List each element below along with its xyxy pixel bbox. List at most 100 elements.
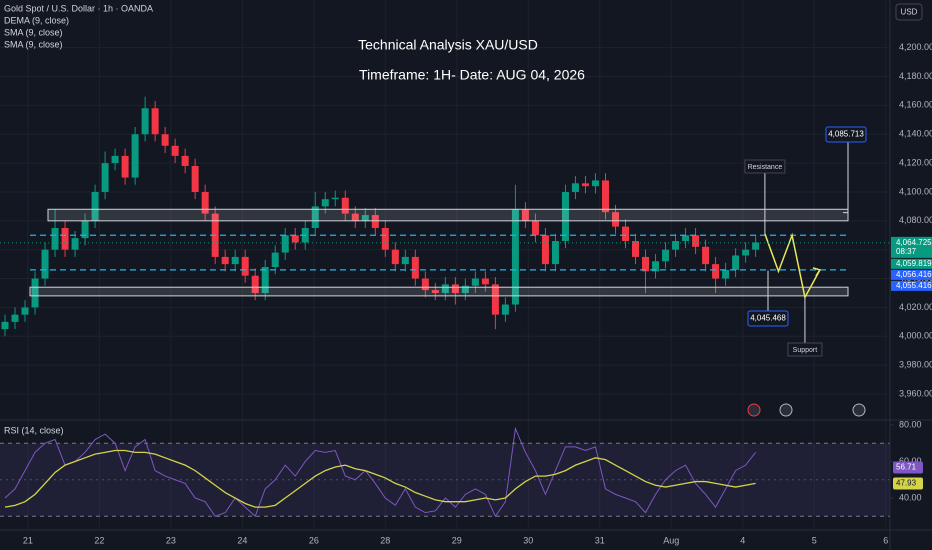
currency[interactable]: USD [901, 8, 918, 17]
chart-subtitle: Timeframe: 1H- Date: AUG 04, 2026 [359, 67, 585, 83]
x-tick-label: 29 [452, 535, 462, 545]
y-tick-label: 4,080.000 [899, 215, 932, 225]
projection-path [764, 232, 821, 300]
price-callout: 4,045.468 [750, 314, 786, 323]
resistance-label: Resistance [748, 164, 783, 171]
x-tick-label: 31 [595, 535, 605, 545]
y-tick-label: 4,100.000 [899, 186, 932, 196]
candle-body [692, 235, 700, 247]
candle-body [11, 314, 19, 322]
y-tick-label: 80.00 [899, 419, 922, 429]
candle-body [121, 155, 129, 178]
callout-box [825, 126, 867, 143]
x-tick-label: 24 [237, 535, 247, 545]
candle-body [561, 191, 569, 242]
candle-body [91, 191, 99, 221]
last-price-tag [891, 236, 932, 258]
rsi-title: RSI (14, close) [4, 425, 64, 435]
candle-body [662, 249, 670, 262]
candle-body [161, 134, 169, 146]
rsi-value-tag [893, 477, 923, 490]
candle-body [521, 209, 529, 221]
candle-body [61, 228, 69, 250]
candle-body [531, 220, 539, 236]
candle-body [81, 220, 89, 239]
candle-body [682, 235, 690, 242]
y-tick-label: 4,000.000 [899, 331, 932, 341]
candle-body [391, 249, 399, 265]
candle-body [451, 284, 459, 293]
rsi-line [4, 426, 757, 518]
candle-body [141, 108, 149, 135]
candle-body [401, 256, 409, 265]
y-tick-label: 60.00 [899, 456, 922, 466]
countdown: 08:37 [896, 247, 917, 256]
chart-title: Technical Analysis XAU/USD [358, 37, 538, 53]
candle-body [481, 278, 489, 285]
x-tick-label: 30 [523, 535, 533, 545]
indicator: SMA (9, close) [4, 39, 63, 49]
candle-body [101, 163, 109, 192]
candle-body [231, 256, 239, 265]
candle-body [712, 264, 720, 279]
candle-body [591, 180, 599, 187]
candle-body [601, 180, 609, 213]
price-panel: Resistance Support 4,085.713 4,045.468 [0, 96, 890, 357]
candle-body [331, 197, 339, 200]
candle-body [642, 256, 650, 272]
candle-body [541, 235, 549, 265]
currency-box[interactable] [895, 3, 923, 21]
candle-body [221, 256, 229, 265]
candle-body [311, 206, 319, 229]
rsi-value-label: 47.93 [896, 479, 917, 488]
price-tag-label: 4,056.416 [896, 270, 932, 279]
price-tag [891, 280, 932, 291]
candle-body [471, 278, 479, 286]
rsi-line [4, 449, 756, 508]
rsi-value-tag [893, 461, 923, 474]
candle-body [191, 165, 199, 192]
candle-body [632, 241, 640, 257]
x-tick-label: 6 [883, 535, 888, 545]
candle-body [581, 183, 589, 187]
event-icon[interactable] [852, 403, 866, 417]
x-tick-label: 28 [380, 535, 390, 545]
price-tag-label: 4,059.819 [896, 259, 932, 268]
candle-body [431, 290, 439, 293]
event-icon[interactable] [779, 403, 793, 417]
candle-body [702, 246, 710, 265]
x-tick-label: 26 [309, 535, 319, 545]
candle-body [752, 242, 760, 250]
candle-body [551, 241, 559, 265]
price-tag-label: 4,055.416 [896, 281, 932, 290]
y-tick-label: 4,140.000 [899, 129, 932, 139]
candle-body [251, 275, 259, 293]
callout-box [787, 342, 823, 357]
candle-body [241, 256, 249, 276]
event-icon[interactable] [747, 403, 761, 417]
candle-body [501, 304, 509, 315]
y-tick-label: 4,180.000 [899, 71, 932, 81]
candle-body [51, 228, 59, 250]
candle-body [201, 191, 209, 214]
callout-box [744, 159, 786, 174]
candle-body [622, 226, 630, 242]
axes: 21 22 23 24 26 28 29 30 31 Aug 4 5 6 3,960.000 3,980.0… [23, 42, 932, 545]
x-tick-label: Aug [663, 535, 679, 545]
candle-body [111, 155, 119, 164]
candle-body [441, 284, 449, 293]
candle-body [722, 269, 730, 279]
candle-body [491, 284, 499, 315]
y-tick-label: 4,020.000 [899, 302, 932, 312]
zone [47, 208, 849, 222]
y-tick-label: 4,160.000 [899, 100, 932, 110]
candle-body [652, 261, 660, 272]
candle-body [1, 321, 9, 330]
y-tick-label: 4,200.000 [899, 42, 932, 52]
y-tick-label: 4,120.000 [899, 157, 932, 167]
y-tick-label: 40.00 [899, 492, 922, 502]
y-tick-label: 3,980.000 [899, 360, 932, 370]
candle-body [351, 213, 359, 221]
candle-body [171, 145, 179, 156]
